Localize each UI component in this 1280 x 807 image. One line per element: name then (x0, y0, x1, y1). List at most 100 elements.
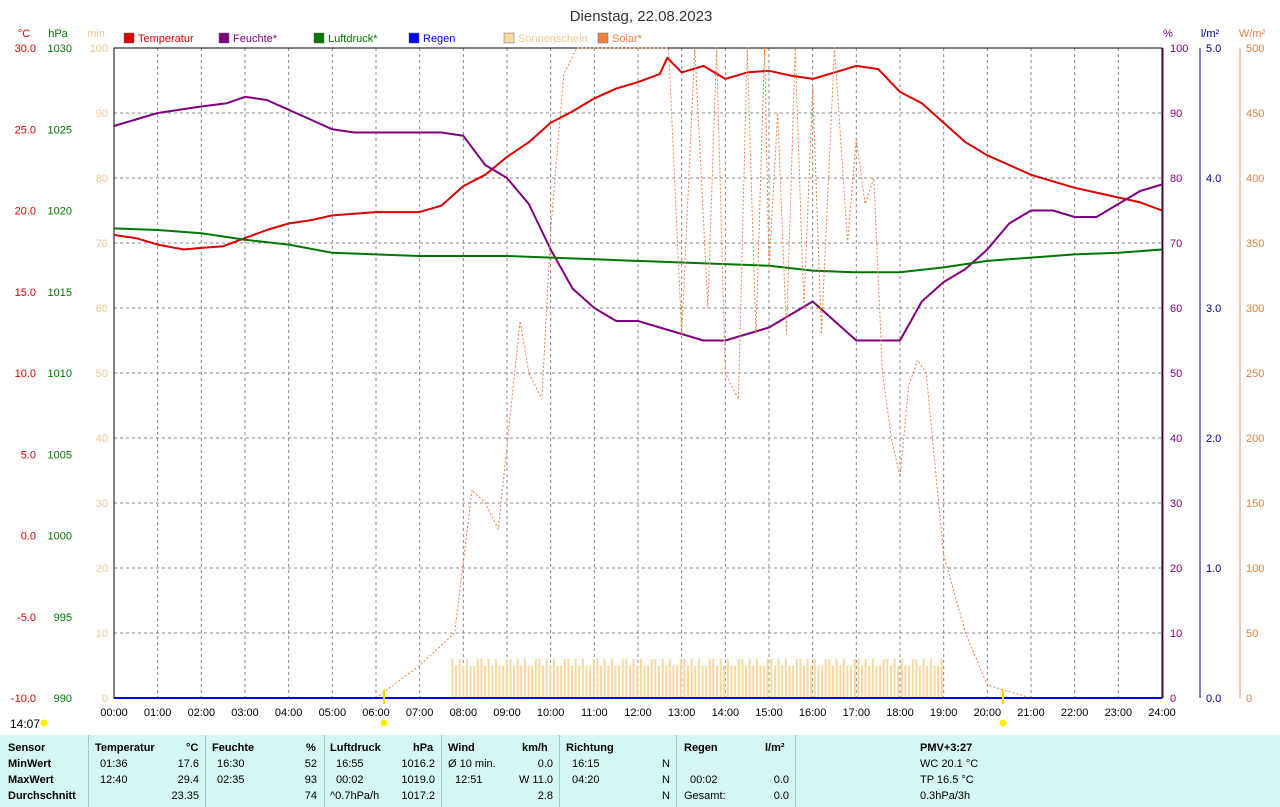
x-tick-label: 19:00 (930, 707, 958, 719)
solar-tick-label: 450 (1246, 108, 1264, 120)
humidity-tick-label: 40 (1170, 433, 1182, 445)
pressure-tick-label: 1015 (48, 287, 72, 299)
sunshine-bar (766, 659, 769, 698)
sunshine-bar (523, 659, 526, 698)
pressure-max-time: 00:02 (336, 774, 364, 786)
temp-min: 17.6 (177, 758, 199, 770)
temp-tick-label: 30.0 (15, 43, 36, 55)
sunshine-bar (686, 665, 689, 698)
pressure-tick-label: 1025 (48, 124, 72, 136)
x-tick-label: 03:00 (231, 707, 259, 719)
sunshine-bar (531, 665, 534, 698)
sunshine-bar (632, 659, 635, 698)
sunshine-bar (516, 659, 519, 698)
sun-tick-label: 70 (96, 238, 108, 250)
sunshine-bar (911, 659, 914, 698)
humidity-tick-label: 50 (1170, 368, 1182, 380)
humidity-unit: % (1163, 28, 1173, 40)
sunshine-bar (538, 659, 541, 698)
sunshine-bar (792, 665, 795, 698)
sunshine-bar (864, 659, 867, 698)
sunshine-bar (556, 665, 559, 698)
sunshine-bar (665, 665, 668, 698)
sun-tick-label: 50 (96, 368, 108, 380)
pressure-min-time: 16:55 (336, 758, 364, 770)
legend-swatch-4 (503, 32, 515, 44)
sunshine-bar (603, 659, 606, 698)
sunshine-bar (505, 659, 508, 698)
sunshine-bar (480, 659, 483, 698)
legend-label-3: Regen (423, 33, 455, 45)
legend-swatch-1 (218, 32, 230, 44)
pressure-tick-label: 1020 (48, 206, 72, 218)
legend-swatch-2 (313, 32, 325, 44)
sunshine-bar (476, 659, 479, 698)
sunshine-bar (679, 659, 682, 698)
x-tick-label: 14:00 (712, 707, 740, 719)
sunshine-bar (592, 659, 595, 698)
x-tick-label: 04:00 (275, 707, 303, 719)
row-label-min: MinWert (8, 758, 52, 770)
sunshine-bar (734, 665, 737, 698)
sunshine-bar (636, 665, 639, 698)
pressure-tick-label: 1000 (48, 531, 72, 543)
temp-avg: 23.35 (171, 790, 199, 802)
sunshine-bar (520, 665, 523, 698)
pmv-tp: TP 16.5 °C (920, 774, 974, 786)
sunshine-bar (875, 665, 878, 698)
humidity-tick-label: 80 (1170, 173, 1182, 185)
solar-tick-label: 350 (1246, 238, 1264, 250)
temp-unit: °C (18, 28, 30, 40)
solar-tick-label: 500 (1246, 43, 1264, 55)
temp-unit-header: °C (186, 742, 199, 754)
humidity-min-time: 16:30 (217, 758, 245, 770)
solar-tick-label: 400 (1246, 173, 1264, 185)
pressure-unit: hPa (48, 28, 68, 40)
sunshine-bar (560, 665, 563, 698)
sunshine-bar (835, 659, 838, 698)
humidity-tick-label: 30 (1170, 498, 1182, 510)
sunshine-bar (918, 665, 921, 698)
sunset-marker-icon (999, 719, 1007, 727)
sunshine-bar (571, 665, 574, 698)
solar-unit: W/m² (1239, 28, 1266, 40)
sunshine-bar (817, 665, 820, 698)
sunshine-bar (589, 665, 592, 698)
x-tick-label: 11:00 (581, 707, 608, 719)
solar-tick-label: 200 (1246, 433, 1264, 445)
temp-tick-label: 25.0 (15, 124, 36, 136)
sunshine-bar (552, 659, 555, 698)
sunshine-bar (748, 659, 751, 698)
sunshine-bar (658, 665, 661, 698)
sunshine-bar (455, 665, 458, 698)
sunshine-bar (498, 665, 501, 698)
sun-unit: min (87, 28, 105, 40)
sunshine-bar (741, 659, 744, 698)
sunshine-bar (618, 665, 621, 698)
x-tick-label: 07:00 (406, 707, 434, 719)
sunshine-bar (610, 659, 613, 698)
sunshine-bar (697, 659, 700, 698)
humidity-tick-label: 100 (1170, 43, 1188, 55)
x-tick-label: 17:00 (843, 707, 871, 719)
sunshine-bar (708, 659, 711, 698)
sunshine-bar (607, 665, 610, 698)
pressure-tick-label: 1030 (48, 43, 72, 55)
legend-swatch-5 (597, 32, 609, 44)
direction-max-time: 04:20 (572, 774, 600, 786)
temp-tick-label: 0.0 (21, 531, 36, 543)
direction-avg: N (662, 790, 670, 802)
sunshine-bar (647, 665, 650, 698)
sunshine-bar (668, 659, 671, 698)
series-line-0 (113, 56, 1163, 251)
rain-total: 0.0 (773, 790, 789, 802)
legend-label-4: Sonnenschein (518, 33, 588, 45)
sunshine-bar (473, 665, 476, 698)
sunshine-bar (629, 665, 632, 698)
sunshine-bar (893, 659, 896, 698)
temp-min-time: 01:36 (100, 758, 128, 770)
sunshine-bar (715, 665, 718, 698)
sunshine-bar (810, 665, 813, 698)
sunshine-bar (839, 665, 842, 698)
x-tick-label: 23:00 (1105, 707, 1133, 719)
